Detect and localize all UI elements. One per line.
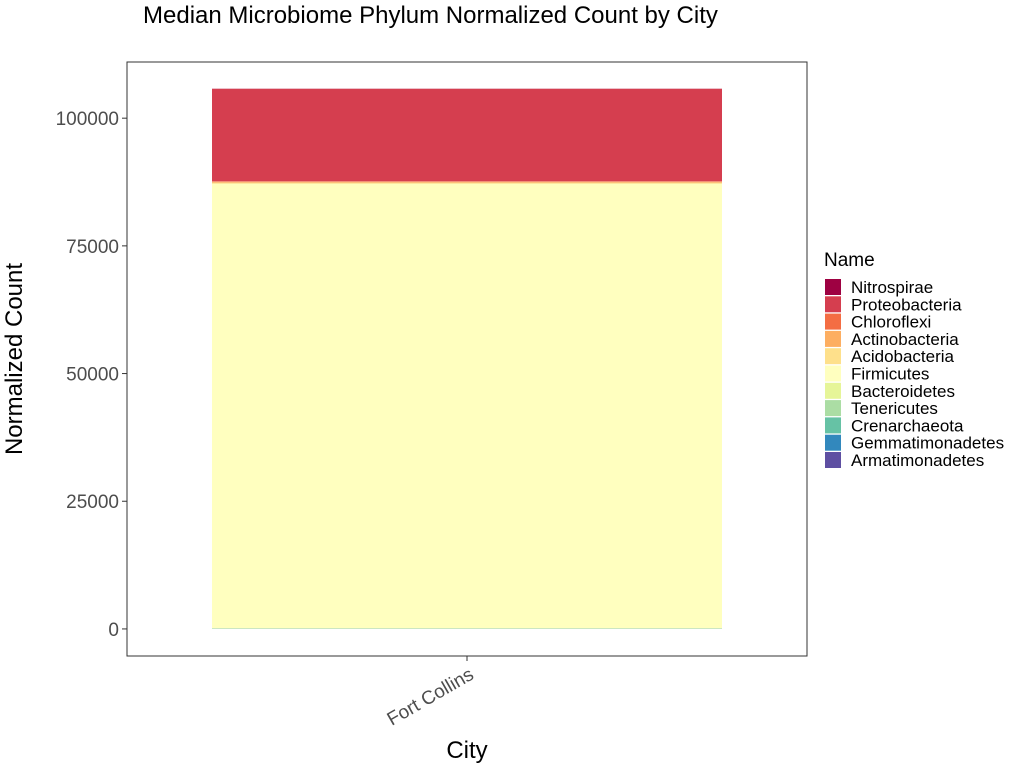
bar-segment-acidobacteria — [212, 182, 722, 184]
legend-label-chloroflexi: Chloroflexi — [851, 313, 931, 332]
legend-label-nitrospirae: Nitrospirae — [851, 278, 933, 297]
y-tick-label: 0 — [108, 620, 119, 641]
bar-segment-proteobacteria — [212, 88, 722, 182]
y-tick-label: 25000 — [66, 492, 119, 513]
legend-swatch-armatimonadetes — [825, 452, 841, 468]
legend-swatch-acidobacteria — [825, 348, 841, 365]
legend-label-actinobacteria: Actinobacteria — [851, 330, 959, 349]
legend-swatch-bacteroidetes — [825, 382, 841, 399]
bar-stack — [212, 88, 722, 629]
bar-segment-firmicutes — [212, 183, 722, 629]
legend-label-firmicutes: Firmicutes — [851, 365, 929, 384]
legend-swatch-actinobacteria — [825, 330, 841, 347]
legend-label-tenericutes: Tenericutes — [851, 399, 938, 418]
legend-swatch-crenarchaeota — [825, 417, 841, 434]
x-tick-label: Fort Collins — [384, 664, 478, 730]
legend-swatch-firmicutes — [825, 365, 841, 382]
y-tick-label: 50000 — [66, 365, 119, 386]
y-tick-label: 75000 — [66, 237, 119, 258]
y-axis-title: Normalized Count — [1, 263, 28, 455]
y-axis: 0 25000 50000 75000 100000 — [56, 109, 127, 641]
legend-label-acidobacteria: Acidobacteria — [851, 347, 955, 366]
legend-swatch-nitrospirae — [825, 279, 841, 295]
x-axis-title: City — [446, 737, 487, 764]
legend-swatch-chloroflexi — [825, 313, 841, 330]
legend-label-armatimonadetes: Armatimonadetes — [851, 451, 984, 470]
legend-label-gemmatimonadetes: Gemmatimonadetes — [851, 434, 1004, 453]
legend-swatch-gemmatimonadetes — [825, 434, 841, 451]
bar-segment-chloroflexi — [212, 181, 722, 182]
legend-label-proteobacteria: Proteobacteria — [851, 295, 962, 314]
legend-label-crenarchaeota: Crenarchaeota — [851, 416, 964, 435]
legend-swatch-tenericutes — [825, 400, 841, 417]
y-tick-label: 100000 — [56, 109, 119, 130]
x-axis: Fort Collins — [384, 656, 478, 730]
chart-title: Median Microbiome Phylum Normalized Coun… — [143, 2, 718, 29]
bar-segment-actinobacteria — [212, 181, 722, 183]
legend-swatch-proteobacteria — [825, 296, 841, 313]
legend-label-bacteroidetes: Bacteroidetes — [851, 382, 955, 401]
legend-title: Name — [824, 250, 875, 271]
legend: Name NitrospiraeProteobacteriaChloroflex… — [824, 250, 1004, 470]
